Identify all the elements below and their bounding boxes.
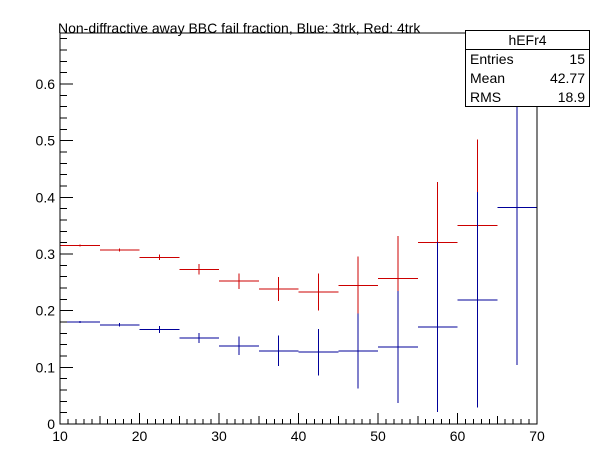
data-point [258, 335, 299, 367]
chart-title: Non-diffractive away BBC fail fraction, … [58, 20, 421, 36]
data-point [139, 254, 180, 261]
x-tick-label: 50 [370, 428, 386, 444]
stats-box: hEFr4 Entries 15 Mean 42.77 RMS 18.9 [465, 30, 590, 107]
data-point [99, 323, 140, 327]
stats-value: 42.77 [549, 70, 585, 86]
data-point [378, 290, 418, 404]
x-tick-label: 40 [291, 428, 307, 444]
data-point [338, 256, 378, 316]
x-tick-label: 70 [529, 428, 545, 444]
stats-row-mean: Mean 42.77 [466, 69, 589, 88]
x-tick-label: 20 [132, 428, 148, 444]
stats-row-entries: Entries 15 [466, 50, 589, 69]
y-tick-label: 0.2 [36, 303, 56, 319]
y-tick-label: 0.3 [36, 246, 56, 262]
data-point [139, 325, 180, 333]
x-tick-label: 10 [52, 428, 68, 444]
stats-row-rms: RMS 18.9 [466, 88, 589, 107]
data-point [99, 248, 140, 252]
data-point [179, 332, 219, 343]
stats-label: Mean [470, 70, 506, 86]
y-tick-label: 0 [47, 416, 55, 432]
data-point [219, 336, 259, 355]
data-point [417, 242, 458, 413]
y-tick-label: 0.5 [36, 133, 56, 149]
data-point [338, 313, 378, 389]
y-tick-label: 0.1 [36, 359, 56, 375]
data-point [219, 273, 259, 290]
stats-value: 18.9 [557, 89, 585, 105]
stats-label: RMS [470, 89, 502, 105]
data-point [298, 273, 339, 311]
x-tick-label: 30 [211, 428, 227, 444]
stats-value: 15 [569, 51, 585, 67]
data-point [258, 277, 299, 302]
data-point [457, 192, 498, 408]
series-1 [60, 50, 537, 413]
data-point [298, 328, 339, 376]
data-point [60, 244, 100, 247]
y-tick-label: 0.6 [36, 76, 56, 92]
stats-label: Entries [470, 51, 514, 67]
data-point [179, 264, 219, 275]
stats-box-name: hEFr4 [466, 31, 589, 50]
y-tick-label: 0.4 [36, 189, 56, 205]
x-tick-label: 60 [450, 428, 466, 444]
